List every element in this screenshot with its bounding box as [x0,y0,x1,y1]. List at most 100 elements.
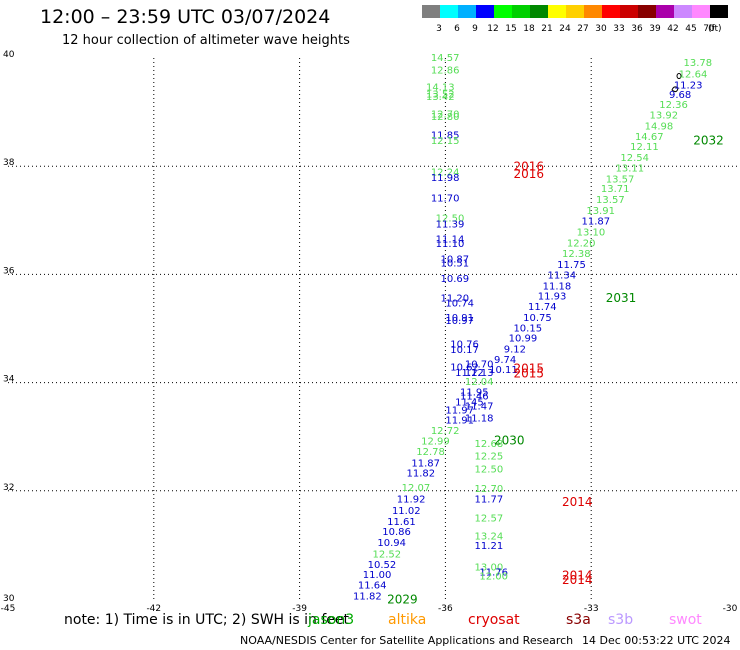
wave-height-label: 11.77 [475,495,504,506]
lat-tick-label: 40 [3,50,15,60]
legend-label: 70 [703,24,715,34]
wave-height-label: 10.62 [450,363,479,374]
wave-height-label: 10.15 [513,324,542,335]
legend-swatch [530,5,548,18]
wave-height-label: 12.86 [431,66,460,77]
wave-height-label: 10.75 [523,313,552,324]
wave-height-label: 12.99 [421,436,450,447]
wave-height-label: 11.61 [387,517,416,528]
map-grid [8,58,737,599]
lat-tick-label: 36 [3,266,15,276]
pass-time-labels: 2016201620322031201520152030201420142014… [387,134,724,607]
page-title: 12:00 – 23:59 UTC 03/07/2024 [40,6,331,28]
page-subtitle: 12 hour collection of altimeter wave hei… [62,33,350,48]
wave-height-label: 11.46 [460,391,489,402]
legend-label: 36 [631,24,643,34]
legend-swatch [494,5,512,18]
satellite-legend-cryosat: cryosat [468,612,520,628]
wave-height-label: 12.04 [465,377,494,388]
wave-height-label: 13.78 [684,58,713,69]
wave-height-label: 12.70 [431,110,460,121]
legend-label: 12 [487,24,498,34]
wave-height-label: 11.97 [445,405,474,416]
legend-swatch [620,5,638,18]
wave-height-label: 10.76 [450,339,479,350]
pass-time-label: 2032 [693,134,724,148]
legend-label: 30 [595,24,607,34]
lon-tick-label: -36 [438,604,453,614]
wave-height-label: 12.00 [479,572,508,583]
wave-height-label: 11.39 [436,219,465,230]
wave-height-label: 11.20 [441,293,470,304]
wave-height-label: 9.68 [669,90,691,101]
legend-swatch [638,5,656,18]
lat-tick-label: 38 [3,158,15,168]
legend-label: 42 [667,24,678,34]
wave-height-label: 11.85 [431,131,460,142]
legend-label: 9 [472,24,478,34]
legend-swatch [512,5,530,18]
wave-height-label: 12.64 [679,69,708,80]
wave-height-label: 10.99 [509,333,538,344]
wave-height-label: 11.18 [465,414,494,425]
wave-height-label: 10.94 [377,538,406,549]
wave-height-label: 12.80 [431,112,460,123]
wave-height-label: 12.78 [416,447,445,458]
legend-swatch [710,5,728,18]
legend-label: 24 [559,24,571,34]
wave-height-label: 11.93 [538,291,567,302]
wave-height-label: 14.57 [431,53,460,64]
wave-height-label: 11.98 [431,173,460,184]
color-legend: 3 6 9 12 15 18 21 24 27 30 33 36 39 42 45 70 (ft) [422,5,740,39]
lat-tick-label: 34 [3,375,15,385]
legend-swatch [548,5,566,18]
wave-height-label: 9.12 [504,344,526,355]
legend-label: 39 [649,24,661,34]
wave-height-label: 13.24 [475,531,504,542]
wave-height-label: 13.57 [606,174,635,185]
wave-height-label: 11.82 [407,469,436,480]
wave-height-label: 11.75 [557,260,586,271]
legend-label: 33 [613,24,624,34]
islands [671,73,682,93]
pass-time-label: 2014 [562,569,593,583]
wave-height-label: 13.91 [586,206,615,217]
wave-height-label: 10.70 [465,359,494,370]
wave-height-label: 12.57 [475,514,504,525]
wave-height-label: 11.64 [358,581,387,592]
wave-height-label: 11.95 [460,388,489,399]
island-marker [676,73,682,79]
wave-height-label: 12.20 [567,238,596,249]
wave-height-label: 11.91 [445,416,474,427]
lon-tick-label: -45 [1,604,16,614]
legend-swatch [602,5,620,18]
axis-tick-labels: -45 -42 -39 -36 -33 -30 30 32 34 36 38 40 [1,50,738,614]
wave-height-label: 10.17 [450,345,479,356]
legend-swatch [656,5,674,18]
wave-height-label: 13.92 [650,111,679,122]
wave-height-label: 13.10 [577,227,606,238]
wave-height-label: 10.87 [441,254,470,265]
lat-tick-label: 32 [3,483,14,493]
wave-height-label: 13.57 [596,195,625,206]
legend-label: 27 [577,24,588,34]
wave-height-label: 13.52 [426,89,455,100]
lon-tick-label: -42 [146,604,161,614]
wave-height-label: 12.11 [630,142,659,153]
legend-swatch [458,5,476,18]
wave-height-label: 12.72 [431,426,460,437]
wave-height-label: 10.74 [445,298,474,309]
wave-height-label: 10.97 [445,316,474,327]
legend-unit: (ft) [708,24,722,34]
footer-timestamp: 14 Dec 00:53:22 UTC 2024 [582,634,731,647]
satellite-legend-altika: altika [388,612,427,628]
wave-height-label: 11.21 [475,541,504,552]
wave-height-label: 10.69 [441,274,470,285]
wave-height-label: 10.86 [382,527,411,538]
legend-label: 6 [454,24,460,34]
wave-height-label: 9.74 [494,355,516,366]
satellite-legend-swot: swot [669,612,702,628]
pass-time-label: 2015 [513,361,544,375]
wave-height-label: 10.11 [489,365,518,376]
